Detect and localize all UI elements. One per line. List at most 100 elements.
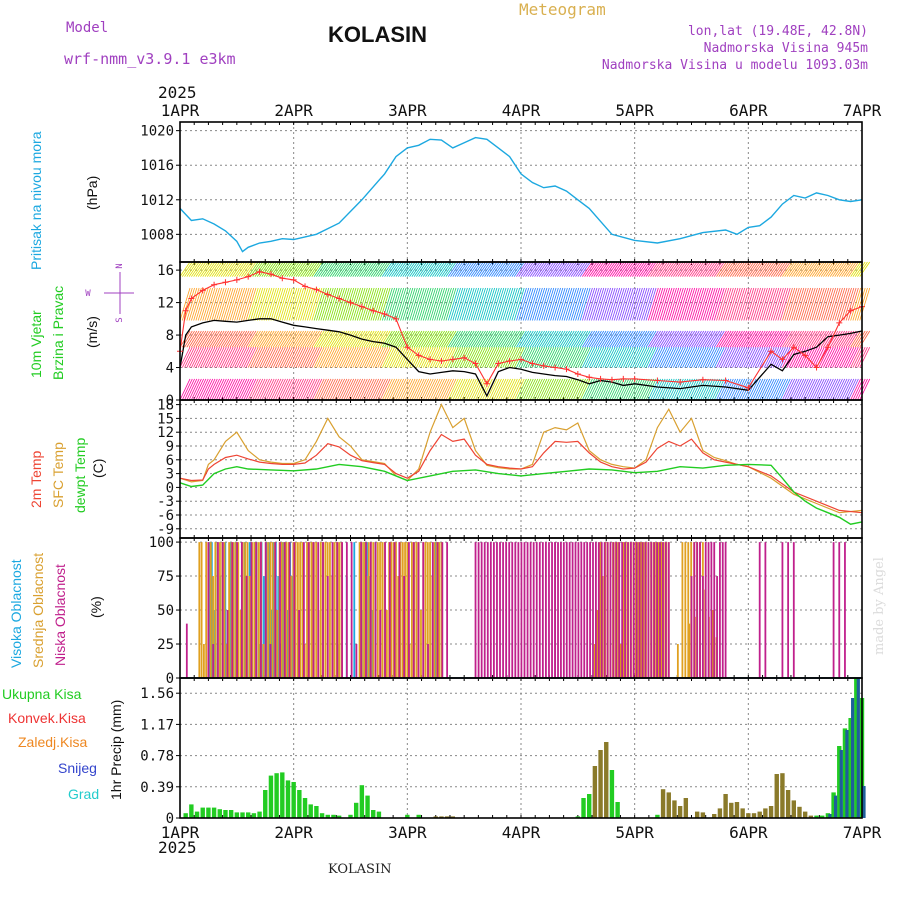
wind-barb [441, 330, 452, 348]
wind-barb [827, 378, 839, 401]
wind-barb [375, 378, 386, 401]
wind-barb [327, 330, 339, 348]
wind-barb [511, 330, 523, 348]
wind-gust-marker [597, 375, 604, 382]
wind-barb [584, 347, 596, 368]
wind-barb [793, 330, 805, 348]
wind-barb [463, 261, 475, 277]
wind-barb [206, 378, 218, 401]
wind-barb [209, 378, 220, 401]
wind-barb [657, 378, 668, 401]
wind-barb [816, 261, 827, 277]
wind-barb [222, 261, 234, 277]
wind-barb [445, 347, 457, 368]
wind-barb [520, 261, 532, 277]
wind-gust-marker [302, 283, 309, 290]
wind-barb [181, 287, 193, 321]
wind-barb [397, 347, 409, 368]
wind-barb [459, 378, 470, 401]
wind-barb [520, 330, 532, 348]
wind-barb [286, 261, 298, 277]
wind-barb [379, 287, 391, 321]
wind-barb [336, 347, 348, 368]
wind-barb [795, 261, 807, 277]
precip-label-hail: Grad [68, 786, 100, 802]
wind-barb [254, 287, 266, 321]
wind-barb [431, 347, 443, 368]
precip-bar-total [257, 811, 262, 818]
wind-barb [343, 330, 355, 348]
wind-gust-marker [461, 354, 468, 361]
wind-barb [543, 347, 555, 368]
precip-bar-total [581, 798, 586, 818]
wind-barb [509, 378, 520, 401]
wind-barb [620, 261, 632, 277]
wind-barb [470, 287, 482, 321]
wind-barb [843, 287, 855, 321]
wind-barb [197, 378, 209, 401]
wind-barb [704, 347, 716, 368]
wind-barb [511, 347, 523, 368]
wind-barb [338, 261, 350, 277]
precip-bar-total [302, 798, 308, 818]
precip-bar-total [740, 808, 745, 818]
wind-barb [577, 330, 589, 348]
wind-barb [625, 347, 636, 368]
wind-barb [425, 378, 436, 401]
wind-barb [504, 378, 516, 401]
wind-barb [625, 378, 636, 401]
wind-barb [393, 261, 405, 277]
wind-barb [206, 330, 218, 348]
wind-barb [518, 330, 530, 348]
wind-barb [772, 287, 784, 321]
wind-barb [252, 347, 264, 368]
wind-barb [429, 261, 441, 277]
wind-barb [184, 347, 195, 368]
wind-barb [732, 330, 743, 348]
wind-barb [713, 330, 725, 348]
wind-barb [245, 378, 257, 401]
wind-barb [188, 330, 200, 348]
wind-barb [206, 347, 218, 368]
wind-barb [579, 378, 591, 401]
temperature-ytick-label: 15 [157, 411, 174, 427]
wind-barb [268, 330, 280, 348]
wind-barb [266, 330, 277, 348]
wind-barb [775, 261, 786, 277]
wind-barb [495, 287, 507, 321]
wind-barb [545, 287, 557, 321]
wind-barb [293, 261, 304, 277]
wind-barb [597, 347, 609, 368]
wind-barb [625, 287, 636, 321]
wind-barb [427, 287, 439, 321]
wind-barb [552, 378, 564, 401]
wind-barb [309, 261, 320, 277]
sfc-temp-line [179, 403, 863, 514]
precip-bar-total [319, 813, 325, 818]
wind-barb [193, 378, 205, 401]
wind-barb [609, 287, 621, 321]
wind-barb [443, 378, 455, 401]
wind-barb [811, 378, 823, 401]
wind-barb [470, 261, 482, 277]
wind-barb [352, 347, 364, 368]
precip-bar-total [672, 800, 677, 818]
wind-barb [213, 330, 225, 348]
wind-barb [477, 330, 489, 348]
wind-barb [620, 378, 632, 401]
wind-barb [320, 287, 332, 321]
wind-barb [752, 287, 764, 321]
wind-barb [213, 378, 225, 401]
wind-barb [547, 378, 559, 401]
wind-barb [320, 347, 332, 368]
wind-barb [618, 347, 630, 368]
wind-barb [293, 330, 305, 348]
wind-barb [293, 287, 305, 321]
wind-barb [372, 261, 384, 277]
wind-barb [632, 347, 643, 368]
pressure-ytick-label: 1008 [140, 227, 174, 243]
precip-bar-total [405, 814, 410, 818]
wind-barb [272, 261, 284, 277]
wind-barb [518, 347, 530, 368]
